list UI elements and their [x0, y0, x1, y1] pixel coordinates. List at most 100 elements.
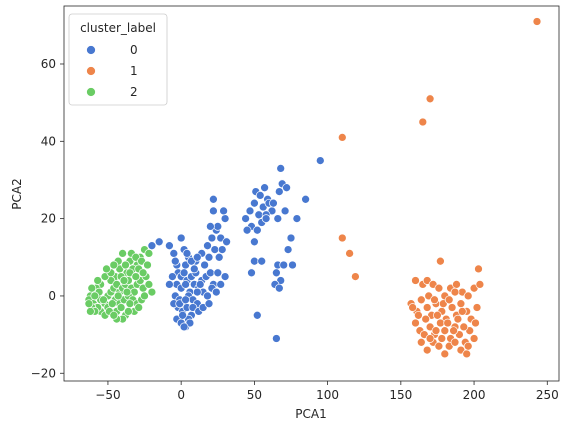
point-cluster-2: [143, 260, 152, 270]
point-cluster-0: [217, 245, 227, 254]
point-cluster-0: [292, 214, 302, 223]
point-cluster-0: [192, 252, 202, 262]
point-cluster-0: [214, 252, 224, 262]
point-cluster-0: [203, 241, 212, 251]
point-cluster-2: [121, 260, 130, 270]
y-tick-label: 40: [41, 134, 56, 148]
point-cluster-1: [471, 318, 480, 328]
point-cluster-0: [254, 210, 264, 220]
point-cluster-1: [456, 299, 466, 309]
point-cluster-2: [116, 303, 126, 312]
point-cluster-1: [440, 326, 450, 336]
point-cluster-1: [462, 349, 472, 359]
point-cluster-2: [109, 260, 119, 270]
point-cluster-1: [472, 303, 482, 312]
point-cluster-2: [87, 283, 97, 293]
point-cluster-0: [181, 295, 190, 305]
point-cluster-0: [203, 291, 212, 301]
point-cluster-1: [452, 280, 461, 289]
y-tick-label: −20: [31, 366, 56, 380]
point-cluster-1: [437, 334, 447, 343]
point-cluster-0: [272, 334, 281, 343]
point-cluster-0: [273, 214, 283, 223]
point-cluster-1: [463, 291, 473, 301]
point-cluster-0: [147, 241, 157, 251]
x-tick-label: 0: [177, 388, 185, 402]
y-tick-label: 60: [41, 57, 56, 71]
point-cluster-0: [204, 252, 214, 262]
point-cluster-0: [250, 198, 259, 208]
legend-items: 0 1 2: [86, 43, 138, 99]
point-cluster-1: [408, 303, 417, 312]
point-cluster-0: [250, 237, 259, 247]
point-cluster-0: [283, 245, 293, 254]
point-cluster-0: [181, 280, 190, 289]
x-tick-label: 200: [463, 388, 486, 402]
point-cluster-1: [411, 318, 420, 328]
point-cluster-0: [315, 156, 325, 165]
point-cluster-0: [241, 214, 250, 223]
point-cluster-0: [170, 256, 180, 266]
point-cluster-1: [434, 283, 444, 293]
point-cluster-1: [436, 256, 445, 266]
point-cluster-0: [219, 206, 228, 216]
point-cluster-1: [459, 322, 469, 332]
legend: cluster_label 0 1 2: [68, 13, 168, 106]
point-cluster-0: [169, 249, 179, 258]
point-cluster-0: [213, 268, 223, 278]
point-cluster-0: [189, 264, 199, 274]
point-cluster-0: [206, 268, 215, 278]
legend-label-1: 1: [130, 64, 138, 78]
point-cluster-0: [286, 233, 296, 243]
legend-label-2: 2: [130, 85, 138, 99]
x-tick-label: 250: [536, 388, 559, 402]
point-cluster-1: [430, 295, 439, 305]
point-cluster-1: [345, 249, 354, 258]
x-tick-label: 100: [316, 388, 339, 402]
point-cluster-0: [242, 225, 252, 235]
point-cluster-2: [93, 276, 103, 285]
point-cluster-2: [86, 307, 95, 316]
point-cluster-0: [301, 194, 310, 204]
point-cluster-0: [288, 260, 297, 270]
x-axis-label: PCA1: [295, 407, 326, 421]
point-cluster-0: [168, 272, 177, 281]
point-cluster-0: [209, 206, 218, 216]
point-cluster-0: [178, 310, 187, 320]
y-tick-label: 20: [41, 212, 56, 226]
point-cluster-0: [211, 287, 221, 297]
point-cluster-1: [422, 345, 432, 355]
point-cluster-0: [255, 191, 265, 200]
point-cluster-2: [134, 303, 144, 312]
point-cluster-0: [220, 272, 230, 281]
point-cluster-0: [247, 268, 256, 278]
point-cluster-1: [422, 303, 432, 312]
point-cluster-0: [282, 183, 291, 193]
point-cluster-0: [210, 245, 220, 254]
point-cluster-0: [261, 214, 271, 223]
point-cluster-0: [272, 268, 281, 278]
point-cluster-0: [200, 260, 209, 270]
point-cluster-0: [279, 260, 289, 270]
point-cluster-1: [434, 341, 444, 351]
point-cluster-2: [122, 287, 132, 297]
point-cluster-2: [125, 299, 135, 309]
point-cluster-1: [447, 303, 457, 312]
y-axis-ticks: −20 0 20 40 60: [31, 57, 64, 380]
point-cluster-1: [416, 295, 426, 305]
point-cluster-1: [449, 326, 458, 336]
point-cluster-1: [425, 334, 435, 343]
point-cluster-2: [131, 272, 141, 281]
point-cluster-0: [176, 233, 186, 243]
point-cluster-0: [216, 280, 226, 289]
point-cluster-1: [532, 17, 542, 26]
point-cluster-0: [269, 198, 278, 208]
point-cluster-0: [179, 322, 189, 332]
point-cluster-0: [209, 194, 218, 204]
point-cluster-1: [474, 264, 483, 274]
point-cluster-0: [260, 183, 269, 193]
point-cluster-0: [245, 206, 255, 216]
point-cluster-2: [124, 307, 133, 316]
point-cluster-0: [165, 280, 174, 289]
point-cluster-0: [213, 222, 223, 231]
